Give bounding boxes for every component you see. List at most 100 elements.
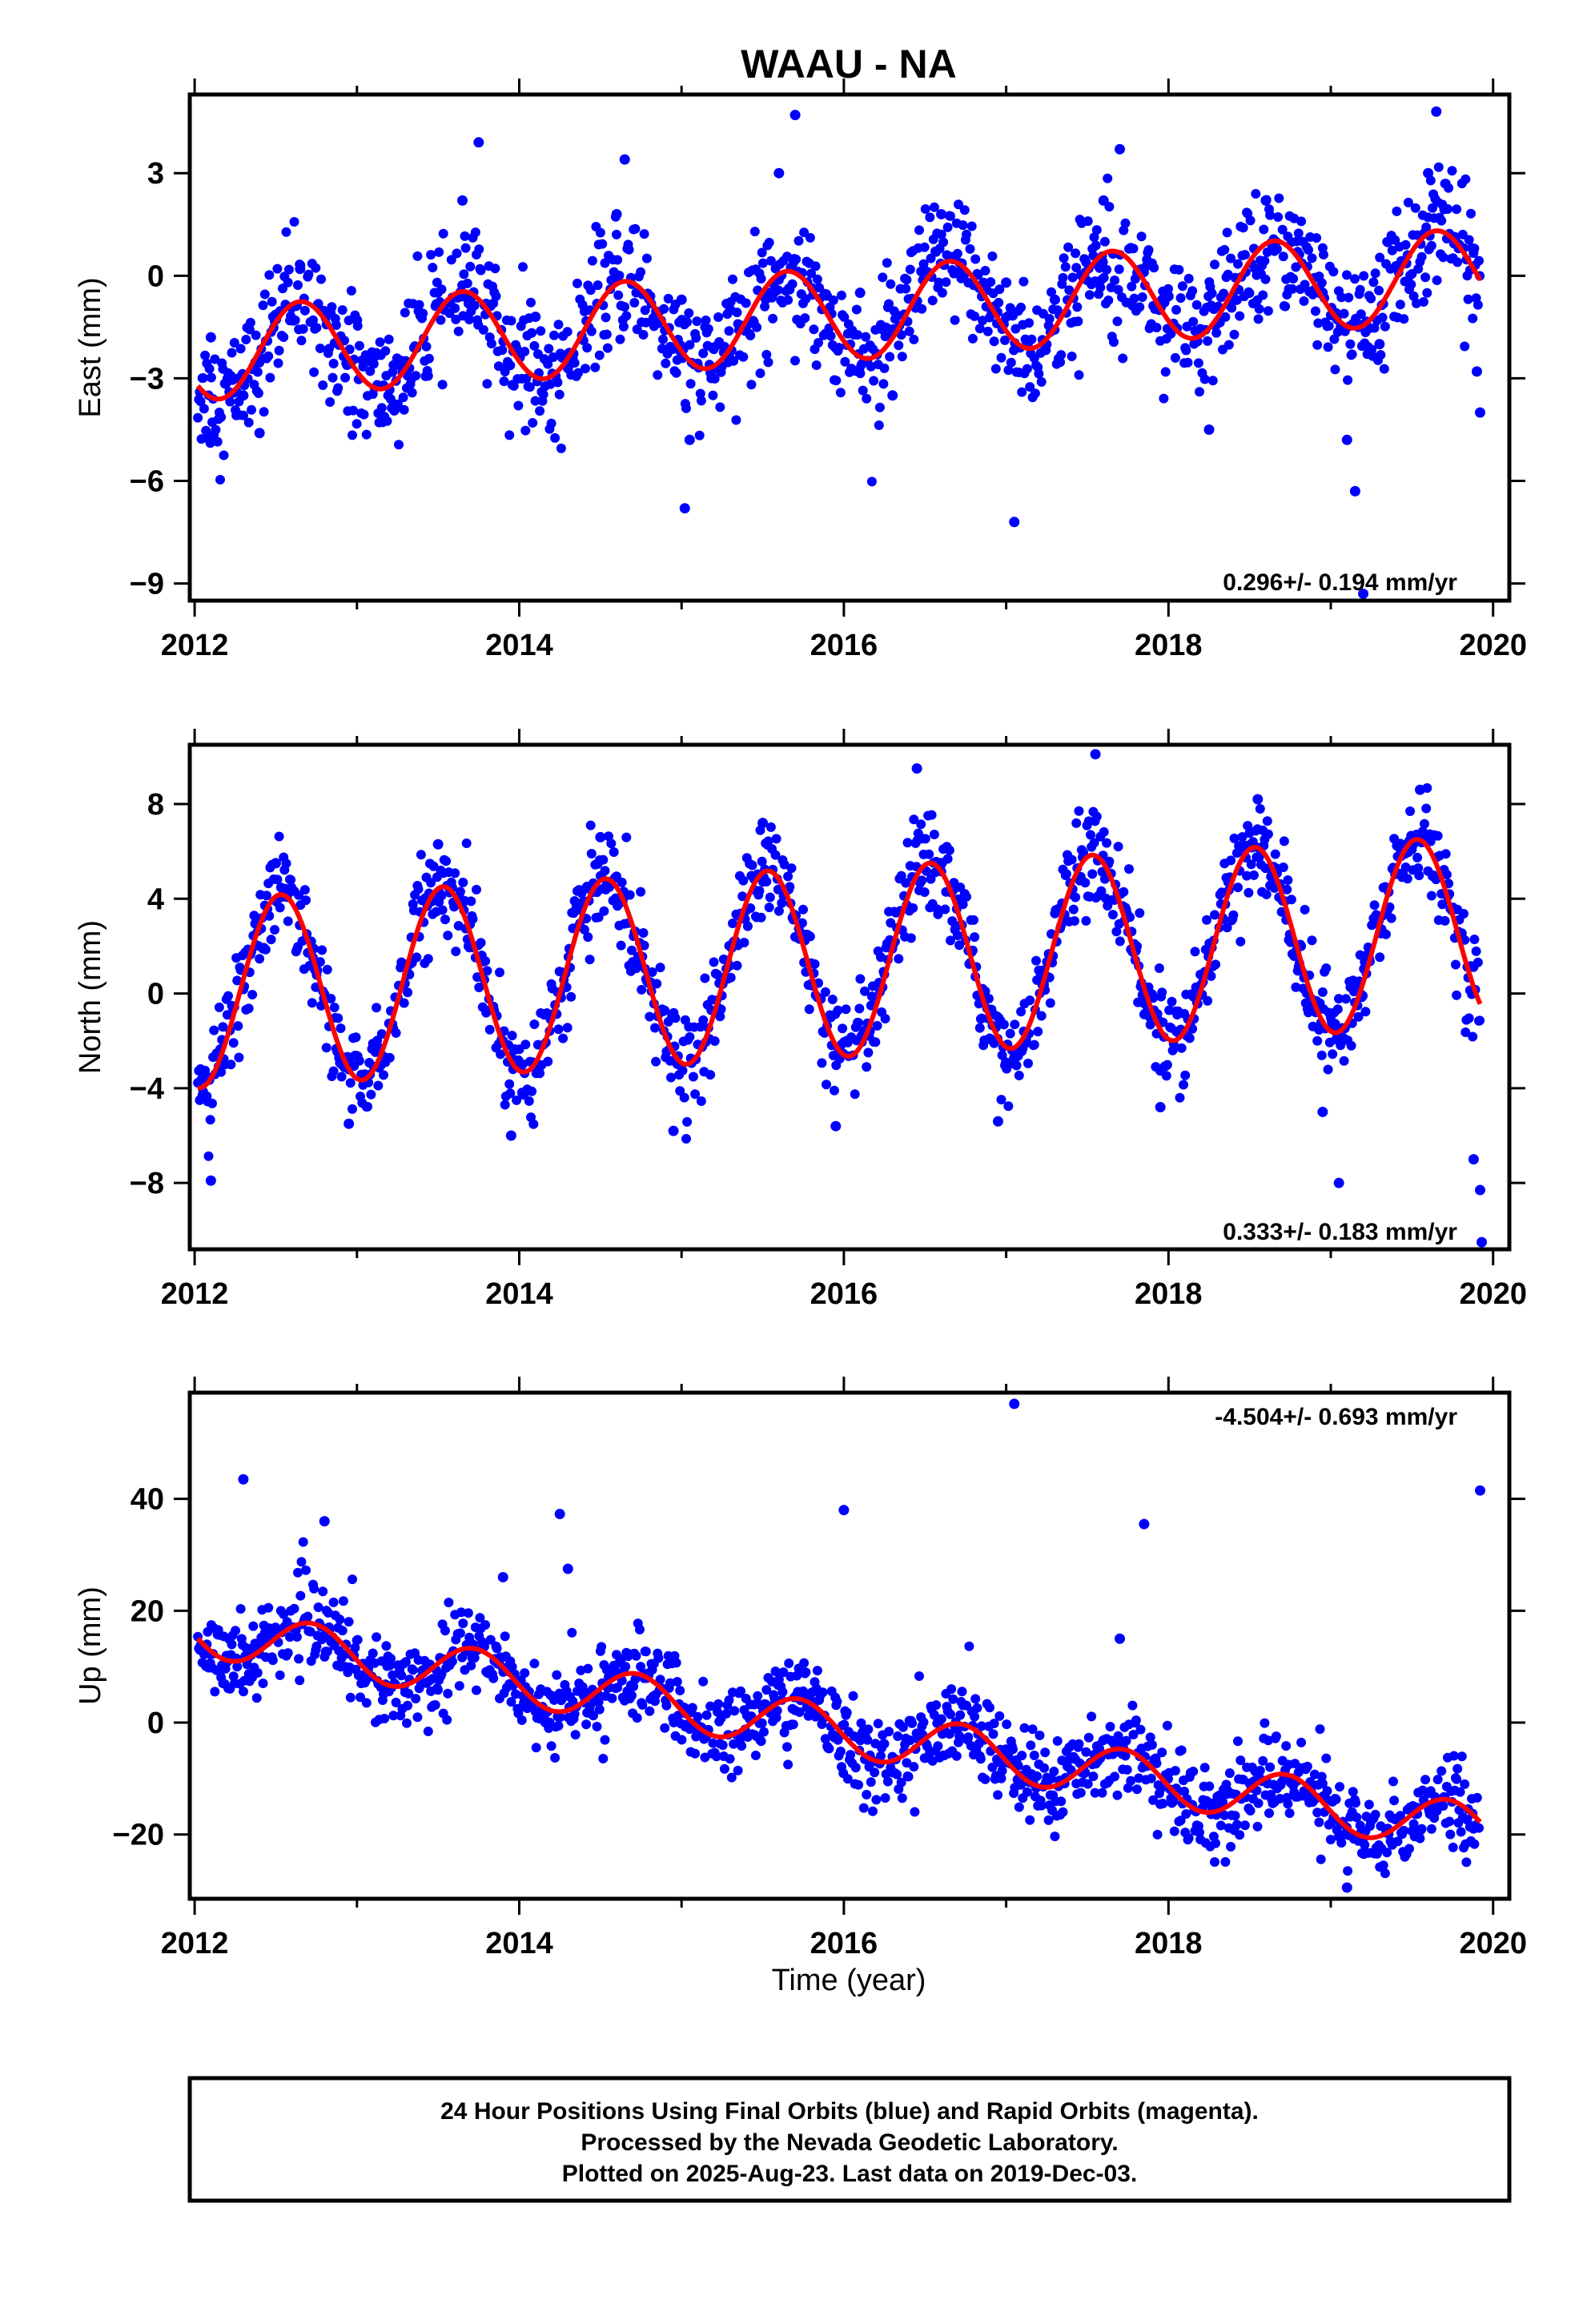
data-point (1432, 275, 1442, 285)
data-point (853, 330, 862, 340)
data-point (345, 1692, 356, 1703)
data-point (1120, 218, 1131, 228)
data-point (625, 890, 635, 900)
data-point (1099, 236, 1110, 247)
data-point (1271, 1731, 1281, 1742)
data-point (299, 305, 310, 316)
data-point (586, 326, 597, 336)
data-point (495, 967, 504, 978)
data-point (528, 418, 538, 428)
data-point (903, 1771, 914, 1782)
data-point (946, 935, 955, 946)
data-point (1098, 257, 1108, 267)
data-point (1222, 227, 1232, 238)
y-axis-label: East (mm) (74, 277, 107, 417)
data-point (701, 316, 711, 325)
data-point (797, 918, 807, 928)
data-point (975, 1754, 986, 1764)
data-point (703, 324, 713, 334)
x-tick-label: 2018 (1135, 1277, 1203, 1311)
data-point (436, 891, 447, 901)
data-point (1468, 1031, 1478, 1042)
data-point (885, 352, 895, 362)
data-point (835, 388, 846, 398)
data-point (1343, 375, 1353, 385)
data-point (443, 1688, 453, 1699)
data-point (621, 832, 632, 842)
data-point (695, 388, 705, 399)
data-point (344, 1617, 354, 1627)
data-point (210, 1687, 220, 1697)
data-point (1452, 1774, 1462, 1784)
data-point (1071, 818, 1082, 828)
data-point (681, 1134, 691, 1144)
data-point (1231, 1819, 1242, 1830)
data-point (600, 1735, 610, 1745)
data-point (897, 1793, 907, 1803)
data-point (1113, 284, 1123, 295)
data-point (854, 1003, 865, 1014)
data-point (1321, 1753, 1332, 1763)
data-point (544, 344, 554, 354)
data-point (1469, 243, 1480, 254)
data-point (1226, 253, 1236, 263)
data-point (1331, 1794, 1341, 1804)
data-point (1127, 281, 1137, 292)
data-point (764, 903, 774, 913)
data-point (1031, 955, 1041, 966)
y-tick-label: −4 (130, 1072, 164, 1106)
data-point (235, 344, 246, 354)
outlier-point (757, 818, 769, 829)
x-tick-label: 2016 (810, 1927, 878, 1960)
data-point (380, 346, 391, 356)
data-point (209, 1025, 219, 1035)
data-point (411, 1694, 421, 1704)
data-point (803, 1711, 814, 1721)
data-point (1288, 283, 1297, 294)
data-point (687, 1703, 697, 1713)
data-point (755, 368, 765, 379)
data-point (388, 1670, 398, 1680)
data-point (919, 887, 930, 897)
data-point (1088, 1771, 1099, 1782)
data-point (333, 1013, 344, 1023)
outlier-point (773, 167, 785, 179)
data-point (293, 280, 303, 290)
data-point (258, 1679, 268, 1688)
data-point (761, 876, 772, 887)
data-point (861, 332, 871, 342)
data-point (1003, 365, 1014, 376)
data-point (898, 1722, 908, 1732)
data-point (884, 299, 894, 309)
data-point (388, 1711, 399, 1721)
data-point (1160, 367, 1171, 377)
data-point (1171, 304, 1181, 315)
data-point (279, 1609, 289, 1619)
data-point (198, 373, 208, 383)
data-point (289, 1603, 299, 1614)
data-point (566, 991, 577, 1002)
data-point (1237, 832, 1247, 842)
data-point (1193, 358, 1203, 368)
data-point (721, 1708, 732, 1719)
data-point (1400, 239, 1411, 250)
data-point (874, 420, 884, 430)
outlier-point (1468, 1154, 1479, 1165)
data-point (1377, 312, 1388, 323)
data-point (996, 1773, 1006, 1783)
data-point (1052, 1736, 1063, 1746)
data-point (927, 296, 938, 306)
data-point (601, 329, 612, 340)
outlier-point (1139, 1518, 1150, 1530)
data-point (1170, 352, 1180, 363)
data-point (338, 1596, 348, 1606)
data-point (450, 868, 460, 879)
data-point (1183, 1833, 1194, 1844)
data-point (1342, 270, 1352, 280)
data-point (904, 326, 914, 336)
data-point (954, 1731, 965, 1741)
data-point (958, 899, 968, 910)
data-point (1469, 935, 1480, 944)
data-point (842, 1774, 853, 1784)
data-point (896, 1777, 906, 1787)
